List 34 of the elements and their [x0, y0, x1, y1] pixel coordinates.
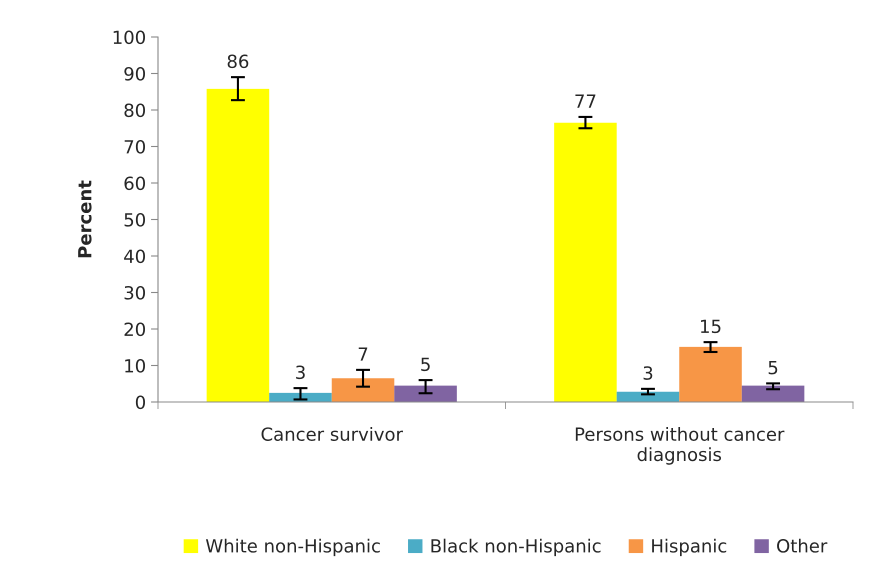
- y-axis-title: Percent: [78, 180, 92, 258]
- data-label: 5: [421, 358, 430, 372]
- y-tick-label: 100: [114, 30, 145, 44]
- bar: [742, 386, 804, 402]
- data-label: 7: [358, 347, 368, 361]
- y-tick-label: 50: [124, 212, 145, 227]
- bar: [554, 122, 617, 402]
- legend-label: Hispanic: [652, 538, 726, 556]
- legend-label: Other: [777, 538, 828, 553]
- y-tick-label: 40: [124, 249, 145, 264]
- bar: [394, 386, 457, 402]
- data-label: 5: [768, 360, 778, 374]
- y-tick-label: 0: [136, 395, 145, 410]
- x-tick-label: Persons without cancer diagnosis: [576, 427, 784, 465]
- data-label: 3: [296, 366, 305, 380]
- data-label: 3: [644, 366, 652, 380]
- bar: [616, 392, 680, 402]
- bar: [269, 392, 332, 402]
- y-tick-label: 10: [125, 358, 145, 373]
- y-tick-label: 60: [124, 176, 145, 190]
- bar: [679, 346, 742, 402]
- legend-label: Black non-Hispanic: [431, 538, 601, 556]
- y-tick-label: 80: [124, 103, 145, 118]
- x-tick-label: Cancer survivor: [262, 427, 403, 441]
- data-label: 86: [228, 54, 248, 68]
- bar: [206, 88, 270, 402]
- y-tick-label: 30: [124, 286, 145, 300]
- y-tick-label: 70: [124, 140, 145, 154]
- data-label: 15: [701, 320, 720, 334]
- y-tick-label: 90: [124, 66, 145, 81]
- legend-label: White non-Hispanic: [206, 538, 380, 556]
- y-tick-label: 20: [124, 322, 145, 336]
- data-label: 77: [575, 94, 596, 108]
- bar: [332, 378, 394, 402]
